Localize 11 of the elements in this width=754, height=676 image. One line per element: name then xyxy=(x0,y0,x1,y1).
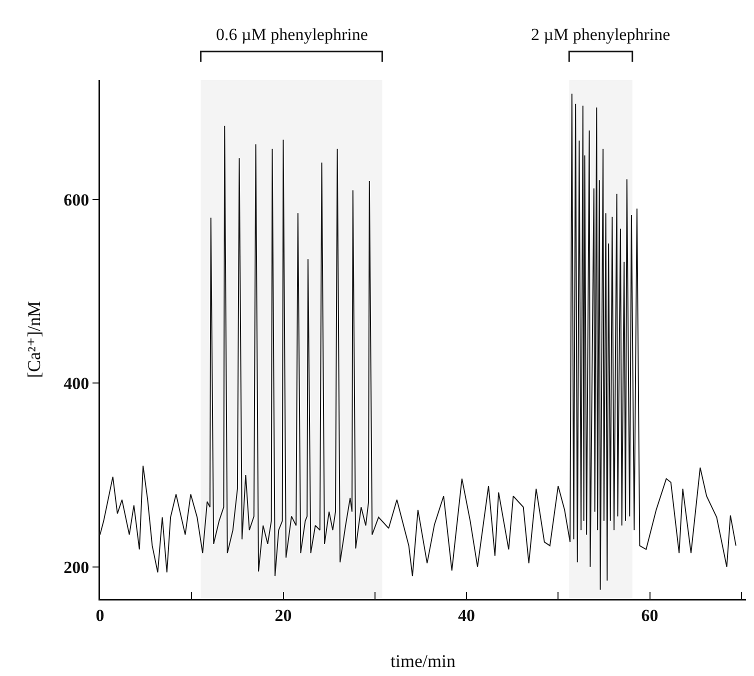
y-tick-label: 600 xyxy=(64,190,90,210)
x-tick-label: 0 xyxy=(96,606,104,625)
band-label: 2 µM phenylephrine xyxy=(531,25,670,44)
y-tick-label: 200 xyxy=(64,558,90,577)
x-tick-label: 40 xyxy=(458,606,476,625)
y-tick-label: 400 xyxy=(64,374,90,394)
band-label: 0.6 µM phenylephrine xyxy=(216,25,368,44)
x-axis-title: time/min xyxy=(390,650,456,671)
x-tick-label: 20 xyxy=(274,606,292,625)
x-tick-label: 60 xyxy=(641,606,658,625)
y-axis-title: [Ca²⁺]/nM xyxy=(24,301,44,378)
